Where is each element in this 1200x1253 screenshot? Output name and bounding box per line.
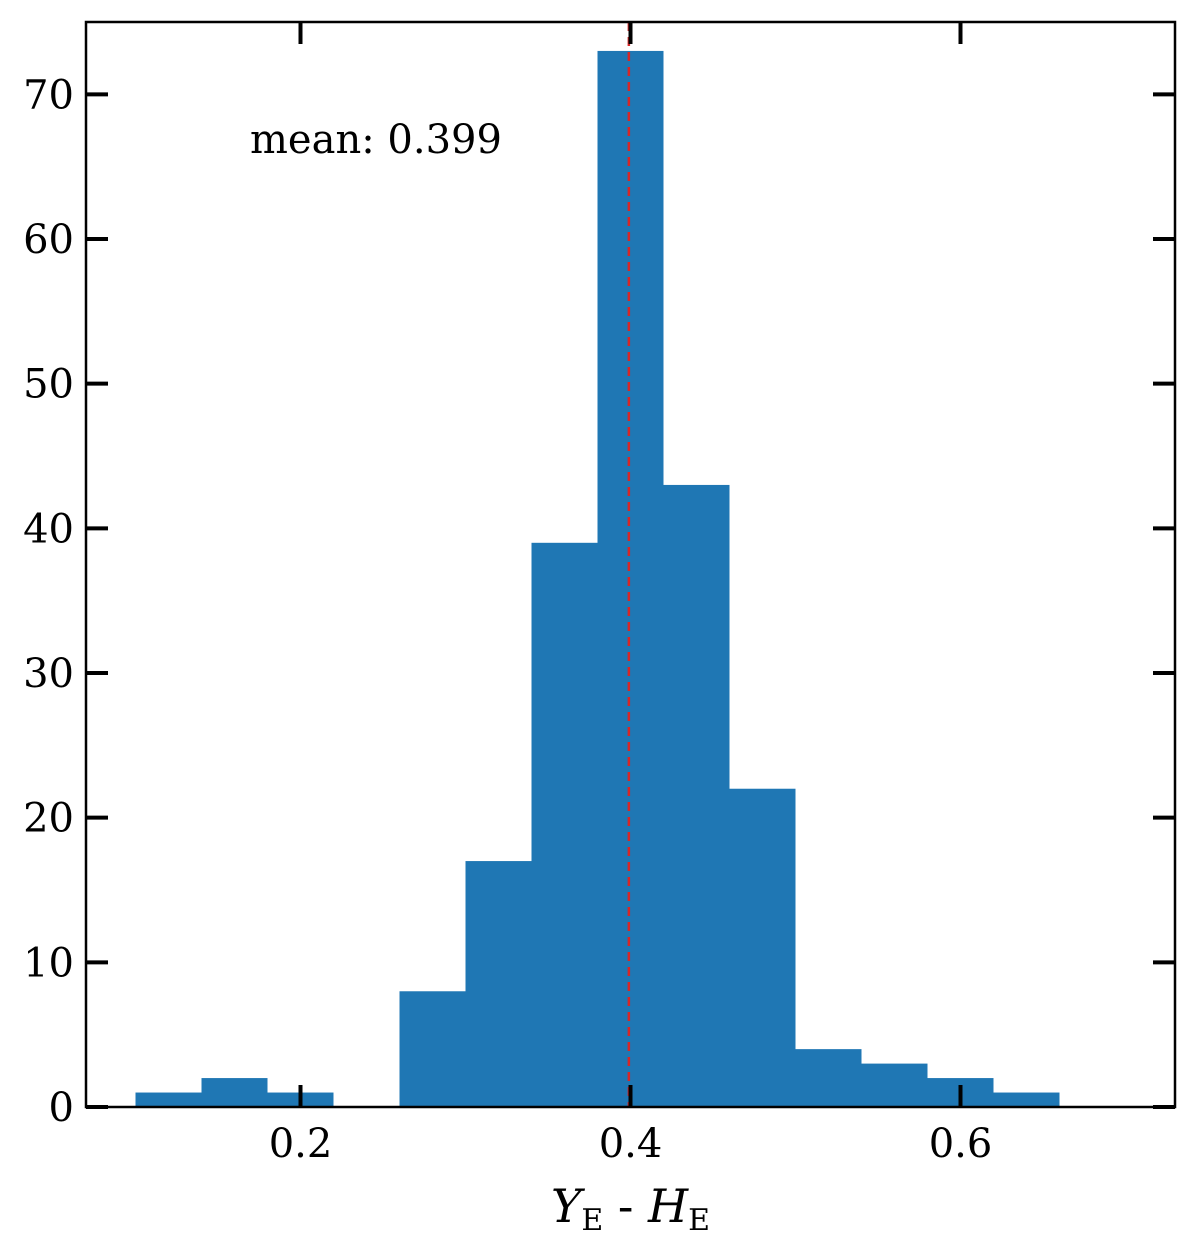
x-axis-label-h-sub: E (688, 1203, 710, 1238)
x-axis-label-sep: - (603, 1179, 648, 1233)
x-axis-label-y: Y (551, 1179, 586, 1233)
histogram-bar (531, 542, 598, 1107)
histogram-bar (399, 991, 466, 1107)
histogram-bar (663, 484, 730, 1107)
histogram-bar (795, 1049, 862, 1107)
x-axis-label-h: H (647, 1179, 689, 1233)
y-tick-label: 20 (23, 796, 74, 842)
y-tick-label: 70 (23, 72, 74, 118)
mean-annotation: mean: 0.399 (250, 117, 502, 163)
histogram-bars (135, 50, 1060, 1107)
y-axis-ticks: 0 10 20 30 40 50 60 70 (23, 72, 1175, 1131)
y-tick-label: 0 (49, 1085, 74, 1131)
y-tick-label: 40 (23, 506, 74, 552)
x-tick-label: 0.6 (929, 1121, 993, 1167)
y-tick-label: 30 (23, 651, 74, 697)
y-tick-label: 10 (23, 940, 74, 986)
histogram-bar (993, 1092, 1060, 1107)
histogram-bar (861, 1063, 928, 1107)
x-tick-label: 0.4 (599, 1121, 663, 1167)
histogram-bar (135, 1092, 202, 1107)
histogram-bar (465, 861, 532, 1107)
x-tick-label: 0.2 (269, 1121, 333, 1167)
x-axis-ticks: 0.2 0.4 0.6 (269, 22, 993, 1167)
histogram-bar (597, 50, 664, 1107)
histogram-bar (729, 788, 796, 1107)
y-tick-label: 60 (23, 217, 74, 263)
x-axis-label-y-sub: E (581, 1203, 603, 1238)
x-axis-label: YE - HE (551, 1179, 710, 1238)
y-tick-label: 50 (23, 362, 74, 408)
histogram-bar (201, 1078, 268, 1107)
